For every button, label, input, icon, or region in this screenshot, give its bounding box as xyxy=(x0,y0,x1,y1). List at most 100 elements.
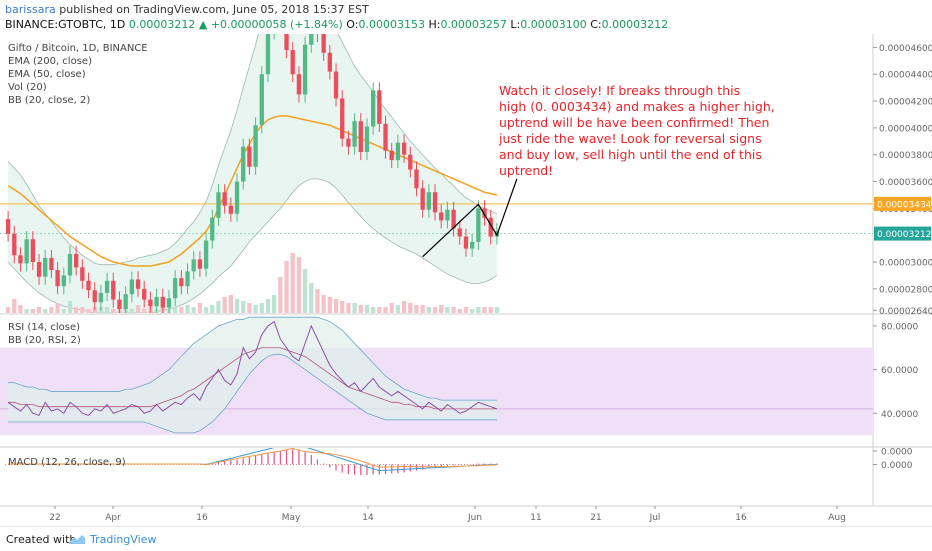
x-tick-label: 11 xyxy=(530,513,541,523)
macd-histogram-bar xyxy=(360,464,362,475)
volume-bar xyxy=(179,307,184,313)
candle-body xyxy=(370,90,376,127)
macd-histogram-bar xyxy=(273,452,275,465)
volume-bar xyxy=(259,303,264,313)
volume-bar xyxy=(271,295,277,313)
candle-body xyxy=(24,239,29,264)
macd-histogram-bar xyxy=(292,449,294,465)
candle-body xyxy=(377,90,382,124)
level-badge-label: 0.00003434 xyxy=(877,200,932,210)
macd-histogram-bar xyxy=(279,450,281,465)
candle-body xyxy=(234,181,240,214)
candle-body xyxy=(18,255,23,264)
volume-bar xyxy=(142,309,147,313)
volume-bar xyxy=(135,305,141,313)
tradingview-brand-link[interactable]: TradingView xyxy=(90,533,157,546)
x-tick-label: May xyxy=(282,513,301,523)
volume-bar xyxy=(210,305,215,313)
volume-bar xyxy=(104,307,110,313)
volume-bar xyxy=(43,309,48,313)
volume-bar xyxy=(36,307,42,313)
volume-bar xyxy=(451,307,456,313)
volume-bar xyxy=(49,307,54,313)
candle-body xyxy=(86,280,91,291)
candle-body xyxy=(104,280,110,293)
candle-body xyxy=(488,217,493,237)
annotation-line: Watch it closely! If breaks through this xyxy=(499,83,740,98)
macd-histogram-bar xyxy=(477,463,479,465)
macd-histogram-bar xyxy=(254,455,257,465)
candle-body xyxy=(364,126,370,153)
x-tick-label: 16 xyxy=(196,513,208,523)
candle-body xyxy=(172,278,178,299)
candle-body xyxy=(142,288,147,300)
macd-histogram-bar xyxy=(304,451,306,465)
rsi-y-tick-label: 80.0000 xyxy=(881,322,918,332)
volume-bar xyxy=(439,305,444,313)
macd-histogram-bar xyxy=(224,461,226,465)
volume-bar xyxy=(247,303,252,313)
volume-bar xyxy=(5,307,11,313)
macd-histogram-bar xyxy=(217,462,220,465)
x-tick-label: 14 xyxy=(362,513,374,523)
candle-body xyxy=(408,154,413,170)
y-tick-label: 0.00004200 xyxy=(879,98,932,108)
macd-histogram-bar xyxy=(496,463,498,465)
annotation-line: just ride the wave! Look for reversal si… xyxy=(498,131,762,146)
ohlc-line: BINANCE:GTOBTC, 1D 0.00003212 ▲ +0.00000… xyxy=(5,18,668,31)
candle-body xyxy=(253,125,258,167)
volume-bar xyxy=(222,297,227,313)
macd-histogram-bar xyxy=(267,453,269,465)
volume-bar xyxy=(482,307,487,313)
macd-histogram-bar xyxy=(403,464,405,473)
last-price: 0.00003212 xyxy=(128,18,196,31)
x-tick-label: Aug xyxy=(828,513,846,523)
volume-bar xyxy=(18,305,23,313)
chart-canvas[interactable]: Gifto / Bitcoin, 1D, BINANCE EMA (200, cl… xyxy=(0,0,932,526)
candle-body xyxy=(352,121,357,147)
volume-bar xyxy=(80,307,85,313)
open-label: O: xyxy=(346,18,359,31)
y-tick-label: 0.00002640 xyxy=(879,307,932,317)
volume-bar xyxy=(494,307,500,313)
volume-bar xyxy=(358,305,363,313)
macd-histogram-bar xyxy=(353,464,356,475)
y-tick-label: 0.00003000 xyxy=(879,259,932,269)
macd-histogram-bar xyxy=(459,464,461,465)
candle-body xyxy=(482,208,487,218)
candle-body xyxy=(265,34,271,75)
candle-body xyxy=(309,34,314,45)
volume-bar xyxy=(346,303,351,313)
volume-bar xyxy=(395,305,401,313)
volume-bar xyxy=(191,307,196,313)
volume-bar xyxy=(129,309,135,313)
volume-bar xyxy=(67,301,73,313)
author-link[interactable]: barissara xyxy=(5,3,56,16)
rsi-y-tick-label: 60.0000 xyxy=(881,366,918,376)
main-legend-item: EMA (50, close) xyxy=(8,69,86,80)
volume-bar xyxy=(401,301,407,313)
chart-header: barissara published on TradingView.com, … xyxy=(0,0,932,34)
macd-histogram-bar xyxy=(298,449,300,465)
candle-body xyxy=(420,188,425,210)
main-legend-item: Gifto / Bitcoin, 1D, BINANCE xyxy=(8,43,148,54)
candle-body xyxy=(179,278,184,287)
price-change: +0.00000058 (+1.84%) xyxy=(210,18,343,31)
volume-bar xyxy=(420,305,425,313)
footer: Created with TradingView xyxy=(0,526,932,551)
candle-body xyxy=(30,239,36,263)
symbol-label: BINANCE:GTOBTC, 1D xyxy=(5,18,126,31)
x-tick-label: Apr xyxy=(105,513,121,523)
y-tick-label: 0.00002800 xyxy=(879,285,932,295)
macd-histogram-bar xyxy=(310,455,312,465)
candle-body xyxy=(36,262,42,277)
macd-histogram-bar xyxy=(483,463,486,465)
candle-body xyxy=(43,258,48,277)
volume-bar xyxy=(30,309,36,313)
candle-body xyxy=(210,217,215,241)
candle-body xyxy=(463,236,469,249)
candle-body xyxy=(135,279,141,289)
candle-body xyxy=(67,253,73,276)
volume-bar xyxy=(284,261,289,313)
candle-body xyxy=(185,271,190,287)
